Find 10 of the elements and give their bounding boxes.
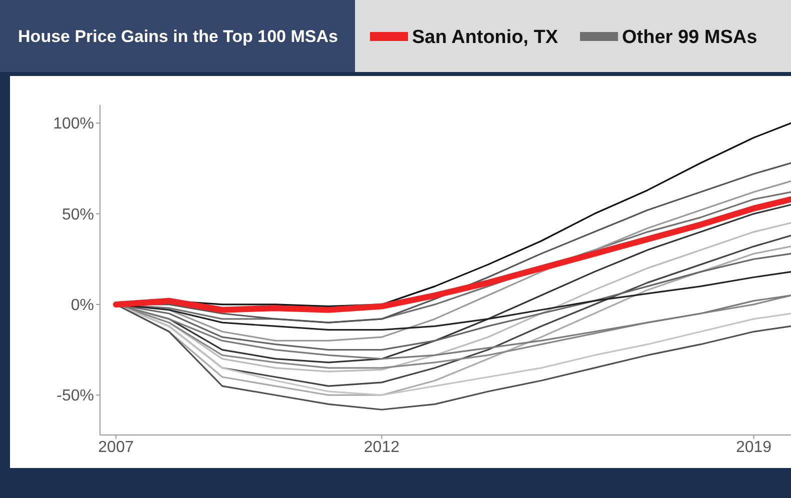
chart-title: House Price Gains in the Top 100 MSAs: [18, 27, 338, 46]
x-tick-label: 2019: [736, 439, 772, 456]
y-tick-label: 100%: [53, 116, 94, 133]
x-tick-label: 2012: [364, 439, 400, 456]
y-tick-label: -50%: [56, 388, 94, 405]
y-tick-label: 0%: [70, 297, 94, 314]
y-tick-label: 50%: [62, 206, 94, 224]
x-tick-label: 2007: [98, 439, 134, 456]
legend-label: Other 99 MSAs: [622, 27, 758, 48]
legend-label: San Antonio, TX: [412, 27, 558, 48]
